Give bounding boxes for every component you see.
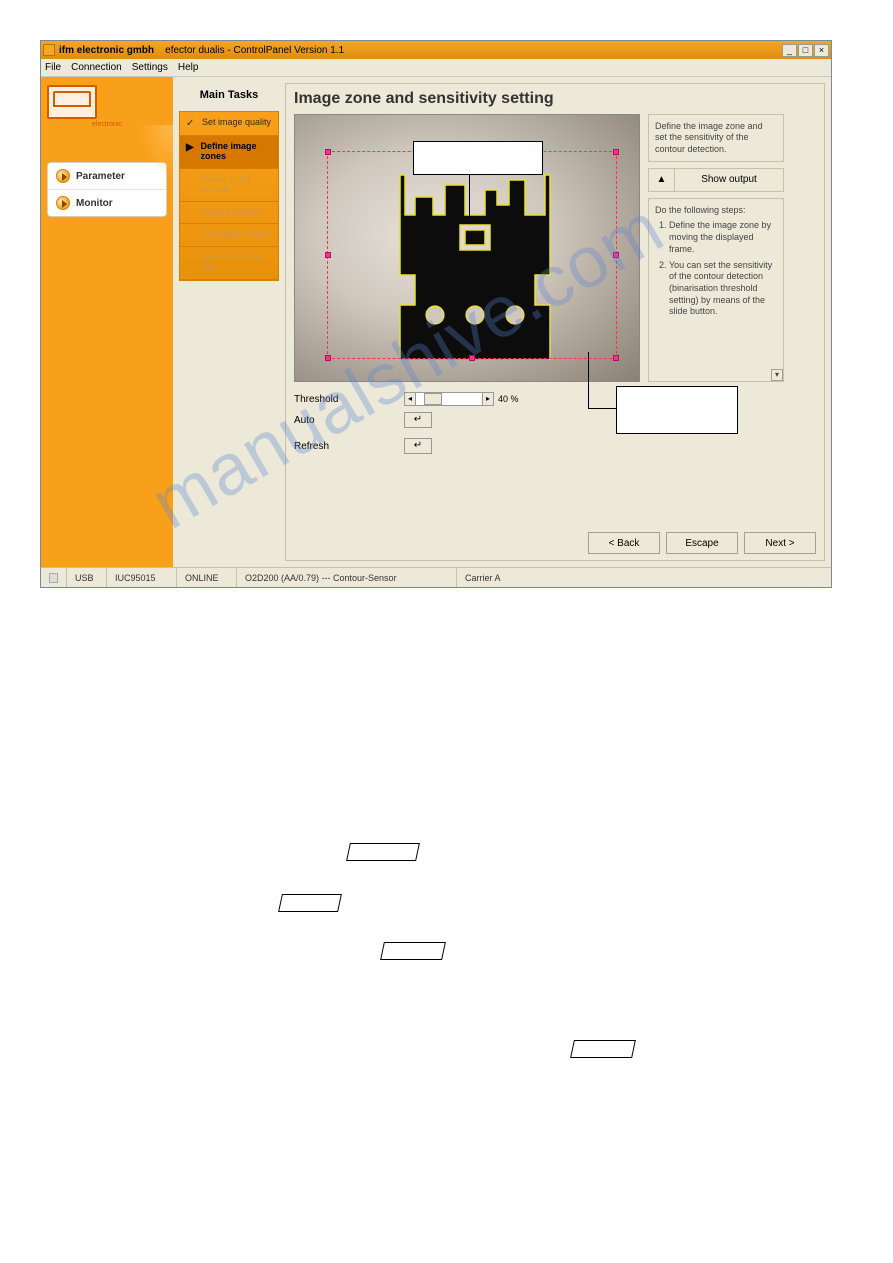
- task-configure-output[interactable]: Configure output: [180, 224, 278, 247]
- task-label: Configure output: [202, 230, 269, 240]
- task-mark: [186, 208, 196, 218]
- check-icon: ✓: [186, 118, 196, 129]
- image-preview[interactable]: [294, 114, 640, 382]
- slider-left-button[interactable]: ◂: [404, 392, 416, 406]
- play-icon: [56, 196, 70, 210]
- main-panel: Image zone and sensitivity setting: [285, 83, 825, 561]
- menu-help[interactable]: Help: [178, 62, 199, 73]
- auto-button[interactable]: ↵: [404, 412, 432, 428]
- callout-box: [616, 386, 738, 434]
- threshold-value: 40 %: [498, 394, 519, 404]
- status-carrier: Carrier A: [457, 568, 831, 587]
- resize-handle[interactable]: [613, 252, 619, 258]
- app-icon: [43, 44, 55, 56]
- minimize-button[interactable]: _: [782, 44, 797, 57]
- resize-handle[interactable]: [325, 149, 331, 155]
- selection-frame[interactable]: [327, 151, 617, 359]
- menubar: File Connection Settings Help: [41, 59, 831, 77]
- status-id: IUC95015: [107, 568, 177, 587]
- statusbar: USB IUC95015 ONLINE O2D200 (AA/0.79) ---…: [41, 567, 831, 587]
- resize-handle[interactable]: [469, 355, 475, 361]
- status-icon: [49, 573, 58, 583]
- slider-right-button[interactable]: ▸: [482, 392, 494, 406]
- callout-line: [469, 175, 470, 217]
- steps-box: Do the following steps: Define the image…: [648, 198, 784, 382]
- step-item: You can set the sensitivity of the conto…: [669, 260, 777, 318]
- tasks-header: Main Tasks: [179, 83, 279, 111]
- step-item: Define the image zone by moving the disp…: [669, 220, 777, 255]
- app-window: ifm electronic gmbh efector dualis - Con…: [40, 40, 832, 588]
- task-label: Set image quality: [202, 118, 271, 129]
- slider-thumb[interactable]: [424, 393, 442, 405]
- back-button[interactable]: < Back: [588, 532, 660, 554]
- arrow-icon: ▶: [186, 142, 195, 162]
- status-sensor: O2D200 (AA/0.79) --- Contour-Sensor: [237, 568, 457, 587]
- controls-area: Threshold ◂ ▸ 40 % Auto: [294, 392, 816, 460]
- title-app: efector dualis - ControlPanel Version 1.…: [165, 45, 344, 56]
- resize-handle[interactable]: [613, 355, 619, 361]
- right-panel: Define the image zone and set the sensit…: [648, 114, 784, 382]
- logo: [47, 85, 97, 119]
- resize-handle[interactable]: [325, 355, 331, 361]
- task-define-image-zones[interactable]: ▶ Define image zones: [180, 136, 278, 169]
- refresh-label: Refresh: [294, 441, 404, 452]
- close-button[interactable]: ×: [814, 44, 829, 57]
- callout-line: [588, 408, 616, 409]
- task-define-models[interactable]: Define good models: [180, 169, 278, 202]
- menu-connection[interactable]: Connection: [71, 62, 122, 73]
- menu-file[interactable]: File: [45, 62, 61, 73]
- resize-handle[interactable]: [613, 149, 619, 155]
- threshold-label: Threshold: [294, 394, 404, 405]
- maximize-button[interactable]: □: [798, 44, 813, 57]
- task-label: Define image zones: [201, 142, 273, 162]
- tasks-panel: Main Tasks ✓ Set image quality ▶ Define …: [179, 83, 279, 561]
- show-output-button[interactable]: Show output: [675, 169, 783, 191]
- refresh-button[interactable]: ↵: [404, 438, 432, 454]
- description-text: Define the image zone and set the sensit…: [648, 114, 784, 162]
- slider-track[interactable]: [416, 392, 482, 406]
- resize-handle[interactable]: [325, 252, 331, 258]
- sidebar-item-label: Monitor: [76, 198, 113, 209]
- annotation-box: [346, 843, 420, 861]
- menu-settings[interactable]: Settings: [132, 62, 168, 73]
- title-company: ifm electronic gmbh: [59, 45, 154, 56]
- task-list: ✓ Set image quality ▶ Define image zones…: [179, 111, 279, 281]
- task-label: Define good models: [201, 175, 272, 195]
- task-mark: [186, 230, 196, 240]
- titlebar-text: ifm electronic gmbh efector dualis - Con…: [59, 45, 782, 56]
- expand-up-button[interactable]: ▲: [649, 169, 675, 191]
- task-output-function[interactable]: Output function: [180, 202, 278, 225]
- sidebar-item-label: Parameter: [76, 171, 125, 182]
- titlebar: ifm electronic gmbh efector dualis - Con…: [41, 41, 831, 59]
- annotation-box: [380, 942, 446, 960]
- sidebar-item-monitor[interactable]: Monitor: [48, 190, 166, 216]
- steps-header: Do the following steps:: [655, 205, 777, 217]
- threshold-slider[interactable]: ◂ ▸ 40 %: [404, 392, 519, 406]
- status-state: ONLINE: [177, 568, 237, 587]
- sidebar-decoration: [133, 125, 173, 185]
- status-connection: USB: [67, 568, 107, 587]
- play-icon: [56, 169, 70, 183]
- page-title: Image zone and sensitivity setting: [294, 90, 816, 108]
- show-output-row: ▲ Show output: [648, 168, 784, 192]
- next-button[interactable]: Next >: [744, 532, 816, 554]
- task-mark: [186, 175, 195, 195]
- annotation-box: [278, 894, 342, 912]
- auto-label: Auto: [294, 415, 404, 426]
- wizard-buttons: < Back Escape Next >: [294, 482, 816, 554]
- task-save-close[interactable]: Save and close app: [180, 247, 278, 280]
- annotation-box: [570, 1040, 636, 1058]
- task-set-image-quality[interactable]: ✓ Set image quality: [180, 112, 278, 136]
- escape-button[interactable]: Escape: [666, 532, 738, 554]
- task-mark: [186, 253, 195, 273]
- sidebar: electronic Parameter Monitor: [41, 77, 173, 567]
- callout-line: [588, 352, 589, 408]
- task-label: Save and close app: [201, 253, 272, 273]
- scroll-down-button[interactable]: ▾: [771, 369, 783, 381]
- task-label: Output function: [202, 208, 263, 218]
- callout-box: [413, 141, 543, 175]
